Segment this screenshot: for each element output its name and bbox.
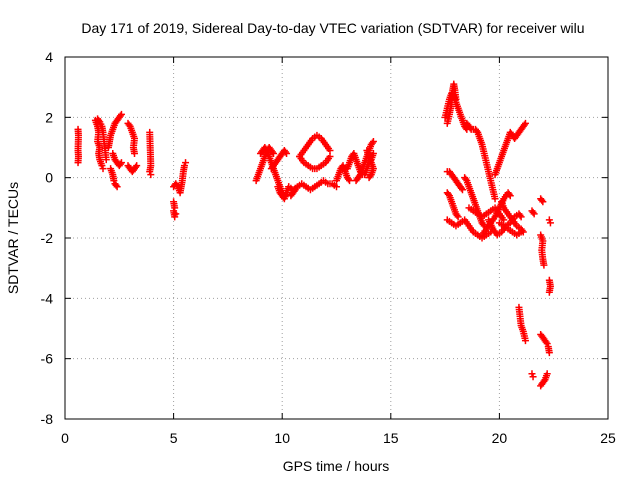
data-point [529,208,537,216]
data-point [540,377,548,385]
data-point [113,183,121,191]
y-tick-label: -6 [41,351,54,367]
x-tick-label: 15 [383,430,399,446]
data-point [116,112,124,120]
y-axis-title: SDTVAR / TECUs [5,182,21,294]
data-point [528,207,536,215]
data-point [479,220,487,228]
y-tick-label: 2 [45,109,53,125]
data-point [132,163,140,171]
data-point [520,121,528,129]
data-point [117,110,125,118]
data-point [462,175,470,183]
data-point [458,186,466,194]
x-tick-label: 0 [61,430,69,446]
x-tick-label: 25 [600,430,616,446]
data-point [369,150,377,158]
y-tick-label: -2 [41,230,54,246]
data-point [182,159,190,167]
data-point [99,165,107,173]
data-point [131,150,139,158]
x-tick-label: 10 [274,430,290,446]
data-point [368,139,376,147]
grid [65,57,608,419]
data-point [491,195,499,203]
data-point [112,181,120,189]
data-point [457,184,465,192]
data-point [102,156,110,164]
data-point [473,127,481,135]
data-point [521,337,529,345]
y-tick-label: -8 [41,411,54,427]
data-point [517,213,525,221]
chart-title: Day 171 of 2019, Sidereal Day-to-day VTE… [81,20,584,36]
data-point [543,370,551,378]
data-point [290,187,298,195]
data-point [117,159,125,167]
data-point [333,183,340,191]
data-point [346,177,354,185]
data-point [542,338,550,346]
data-point [365,174,373,182]
data-point [291,186,299,194]
data-point [517,228,525,236]
data-point [540,261,548,269]
y-tick-label: 0 [45,170,53,186]
data-point [538,196,546,204]
data-point [366,172,374,180]
data-point [500,216,508,224]
data-point [506,192,514,200]
data-point [545,349,553,357]
data-point [172,210,180,218]
data-point [74,159,82,167]
data-point [147,171,155,179]
data-point [546,219,554,227]
data-point [125,121,133,129]
y-tick-label: 4 [45,49,53,65]
plot-frame [64,56,609,420]
data-point [369,137,377,145]
data-point [545,288,553,296]
x-tick-label: 5 [170,430,178,446]
data-point [95,116,103,124]
x-axis-title: GPS time / hours [283,458,390,474]
data-point [133,162,141,170]
data-point [326,147,334,155]
data-point [344,175,352,183]
data-point [281,148,289,156]
axis-ticks: 0 5 10 15 20 25 -8 -6 -4 -2 0 2 4 [41,49,616,446]
data-point [116,160,124,168]
data-points [74,80,554,390]
data-point [262,145,270,153]
data-point [505,190,513,198]
x-tick-label: 20 [492,430,508,446]
data-point [444,190,452,198]
data-point [270,150,278,158]
data-point [516,211,524,219]
data-point [453,211,461,219]
data-point [454,213,462,221]
data-point [452,95,460,103]
data-point [529,373,537,381]
data-point [466,124,474,132]
data-point [283,150,291,158]
data-point [539,198,547,206]
y-tick-label: -4 [41,290,54,306]
data-point [355,172,363,180]
data-point [521,119,529,127]
data-point [326,153,334,161]
